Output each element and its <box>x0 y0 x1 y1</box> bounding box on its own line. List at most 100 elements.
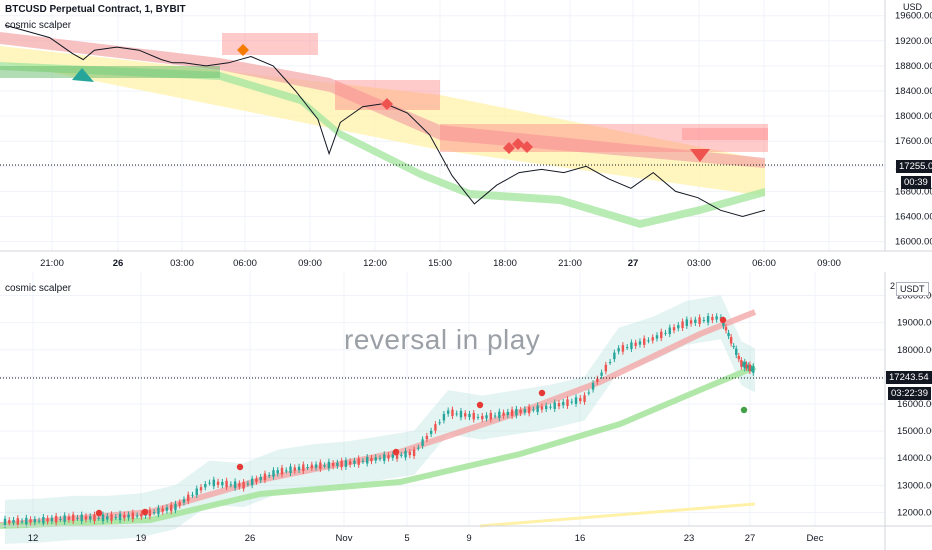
bottom-candle <box>557 403 561 407</box>
bottom-candle <box>395 452 399 459</box>
bottom-y-tick-label: 19000.00 <box>897 318 932 329</box>
bottom-candle <box>446 410 450 414</box>
bottom-candle <box>378 458 382 460</box>
top-x-tick-label: 06:00 <box>233 258 257 269</box>
top-x-tick-label: 15:00 <box>428 258 452 269</box>
bottom-candle <box>255 478 258 482</box>
bottom-candle <box>340 460 343 468</box>
bottom-candle <box>37 520 41 522</box>
bottom-candle <box>63 515 66 522</box>
top-countdown-tag: 00:39 <box>901 176 931 189</box>
bottom-x-tick-label: 23 <box>684 533 695 544</box>
bottom-candle <box>174 503 177 511</box>
bottom-candle <box>289 466 292 473</box>
top-y-tick-label: 16000.00 <box>895 237 932 248</box>
bottom-candle <box>366 457 369 464</box>
bottom-candle <box>187 494 190 502</box>
bottom-candle <box>323 465 326 467</box>
bottom-candle <box>387 455 390 459</box>
bottom-candle <box>732 346 735 348</box>
bottom-candle <box>76 517 79 519</box>
bottom-candle <box>664 332 667 334</box>
bottom-candle <box>106 516 109 520</box>
bottom-candle <box>748 364 752 371</box>
bottom-candle <box>549 406 552 408</box>
bottom-lower-band <box>0 364 757 529</box>
bottom-candle <box>199 487 203 491</box>
top-y-tick-label: 18800.00 <box>895 61 932 72</box>
annotation-text: reversal in play <box>344 324 541 355</box>
top-signal-diamond <box>503 142 515 154</box>
bottom-candle <box>434 424 437 431</box>
bottom-candle <box>276 470 279 474</box>
bottom-candle <box>737 355 741 360</box>
bottom-candle <box>297 466 301 471</box>
bottom-candle <box>655 335 659 339</box>
bottom-chart-plot[interactable]: 20000.0019000.0018000.0017000.0016000.00… <box>0 272 932 550</box>
bottom-candle <box>123 514 126 519</box>
bottom-candle <box>12 519 15 524</box>
bottom-candle <box>370 457 373 462</box>
bottom-candle <box>625 347 629 349</box>
bottom-sell-signal-dot <box>538 389 546 397</box>
bottom-buy-signal-dot <box>740 406 748 414</box>
top-supply-zone <box>440 124 768 152</box>
top-lower-band <box>0 62 765 228</box>
bottom-candle <box>42 516 45 524</box>
bottom-unit-badge[interactable]: USDT <box>896 282 929 296</box>
bottom-candle <box>400 454 403 456</box>
top-x-tick-label: 26 <box>113 258 124 269</box>
bottom-candle <box>110 514 113 521</box>
top-y-tick-label: 18000.00 <box>895 111 932 122</box>
bottom-candle <box>314 464 318 468</box>
bottom-candle <box>442 413 446 421</box>
bottom-candle <box>306 467 309 469</box>
bottom-candle <box>80 514 83 522</box>
bottom-candle <box>225 480 228 488</box>
bottom-candle <box>114 517 117 519</box>
bottom-candle <box>587 392 591 394</box>
bottom-candle <box>608 361 612 363</box>
bottom-candle <box>617 348 620 352</box>
bottom-candle <box>643 338 646 345</box>
bottom-candle <box>54 515 58 523</box>
bottom-candle <box>459 410 463 418</box>
bottom-candle <box>672 327 676 331</box>
bottom-x-tick-label: 9 <box>466 533 471 544</box>
bottom-candle <box>502 412 505 416</box>
bottom-candle <box>651 337 654 341</box>
bottom-candle <box>148 509 152 517</box>
bottom-candle <box>468 413 471 418</box>
bottom-upper-band <box>0 309 757 528</box>
bottom-candle <box>212 479 216 487</box>
bottom-candle <box>685 319 689 326</box>
bottom-candle <box>746 365 750 369</box>
bottom-candle <box>694 319 697 323</box>
bottom-candle <box>331 463 335 467</box>
top-unit-label: USD <box>903 2 923 12</box>
bottom-candle <box>302 464 305 471</box>
bottom-candle <box>741 364 745 366</box>
bottom-sell-signal-dot <box>236 463 244 471</box>
bottom-candle <box>711 316 714 321</box>
bottom-candle <box>579 397 582 402</box>
bottom-candle <box>476 416 480 418</box>
bottom-y-tick-label: 16000.00 <box>897 399 932 410</box>
top-x-tick-label: 21:00 <box>40 258 64 269</box>
top-y-tick-label: 17600.00 <box>895 136 932 147</box>
bottom-candle <box>127 514 130 518</box>
top-x-tick-label: 12:00 <box>363 258 387 269</box>
bottom-candle <box>743 361 746 369</box>
bottom-candle <box>336 462 339 466</box>
bottom-candle <box>553 402 556 409</box>
bottom-candle <box>724 327 728 331</box>
bottom-candle <box>451 409 454 417</box>
bottom-candle <box>455 413 458 415</box>
bottom-candle <box>536 405 539 412</box>
bottom-x-tick-label: 19 <box>136 533 147 544</box>
top-x-tick-label: 18:00 <box>493 258 517 269</box>
bottom-candle <box>689 320 693 324</box>
top-chart-plot[interactable]: 19600.00 19200.00 18800.00 18400.00 18000.00… <box>0 0 932 270</box>
bottom-candle <box>681 321 684 328</box>
bottom-indicator-label: cosmic scalper <box>5 283 72 294</box>
